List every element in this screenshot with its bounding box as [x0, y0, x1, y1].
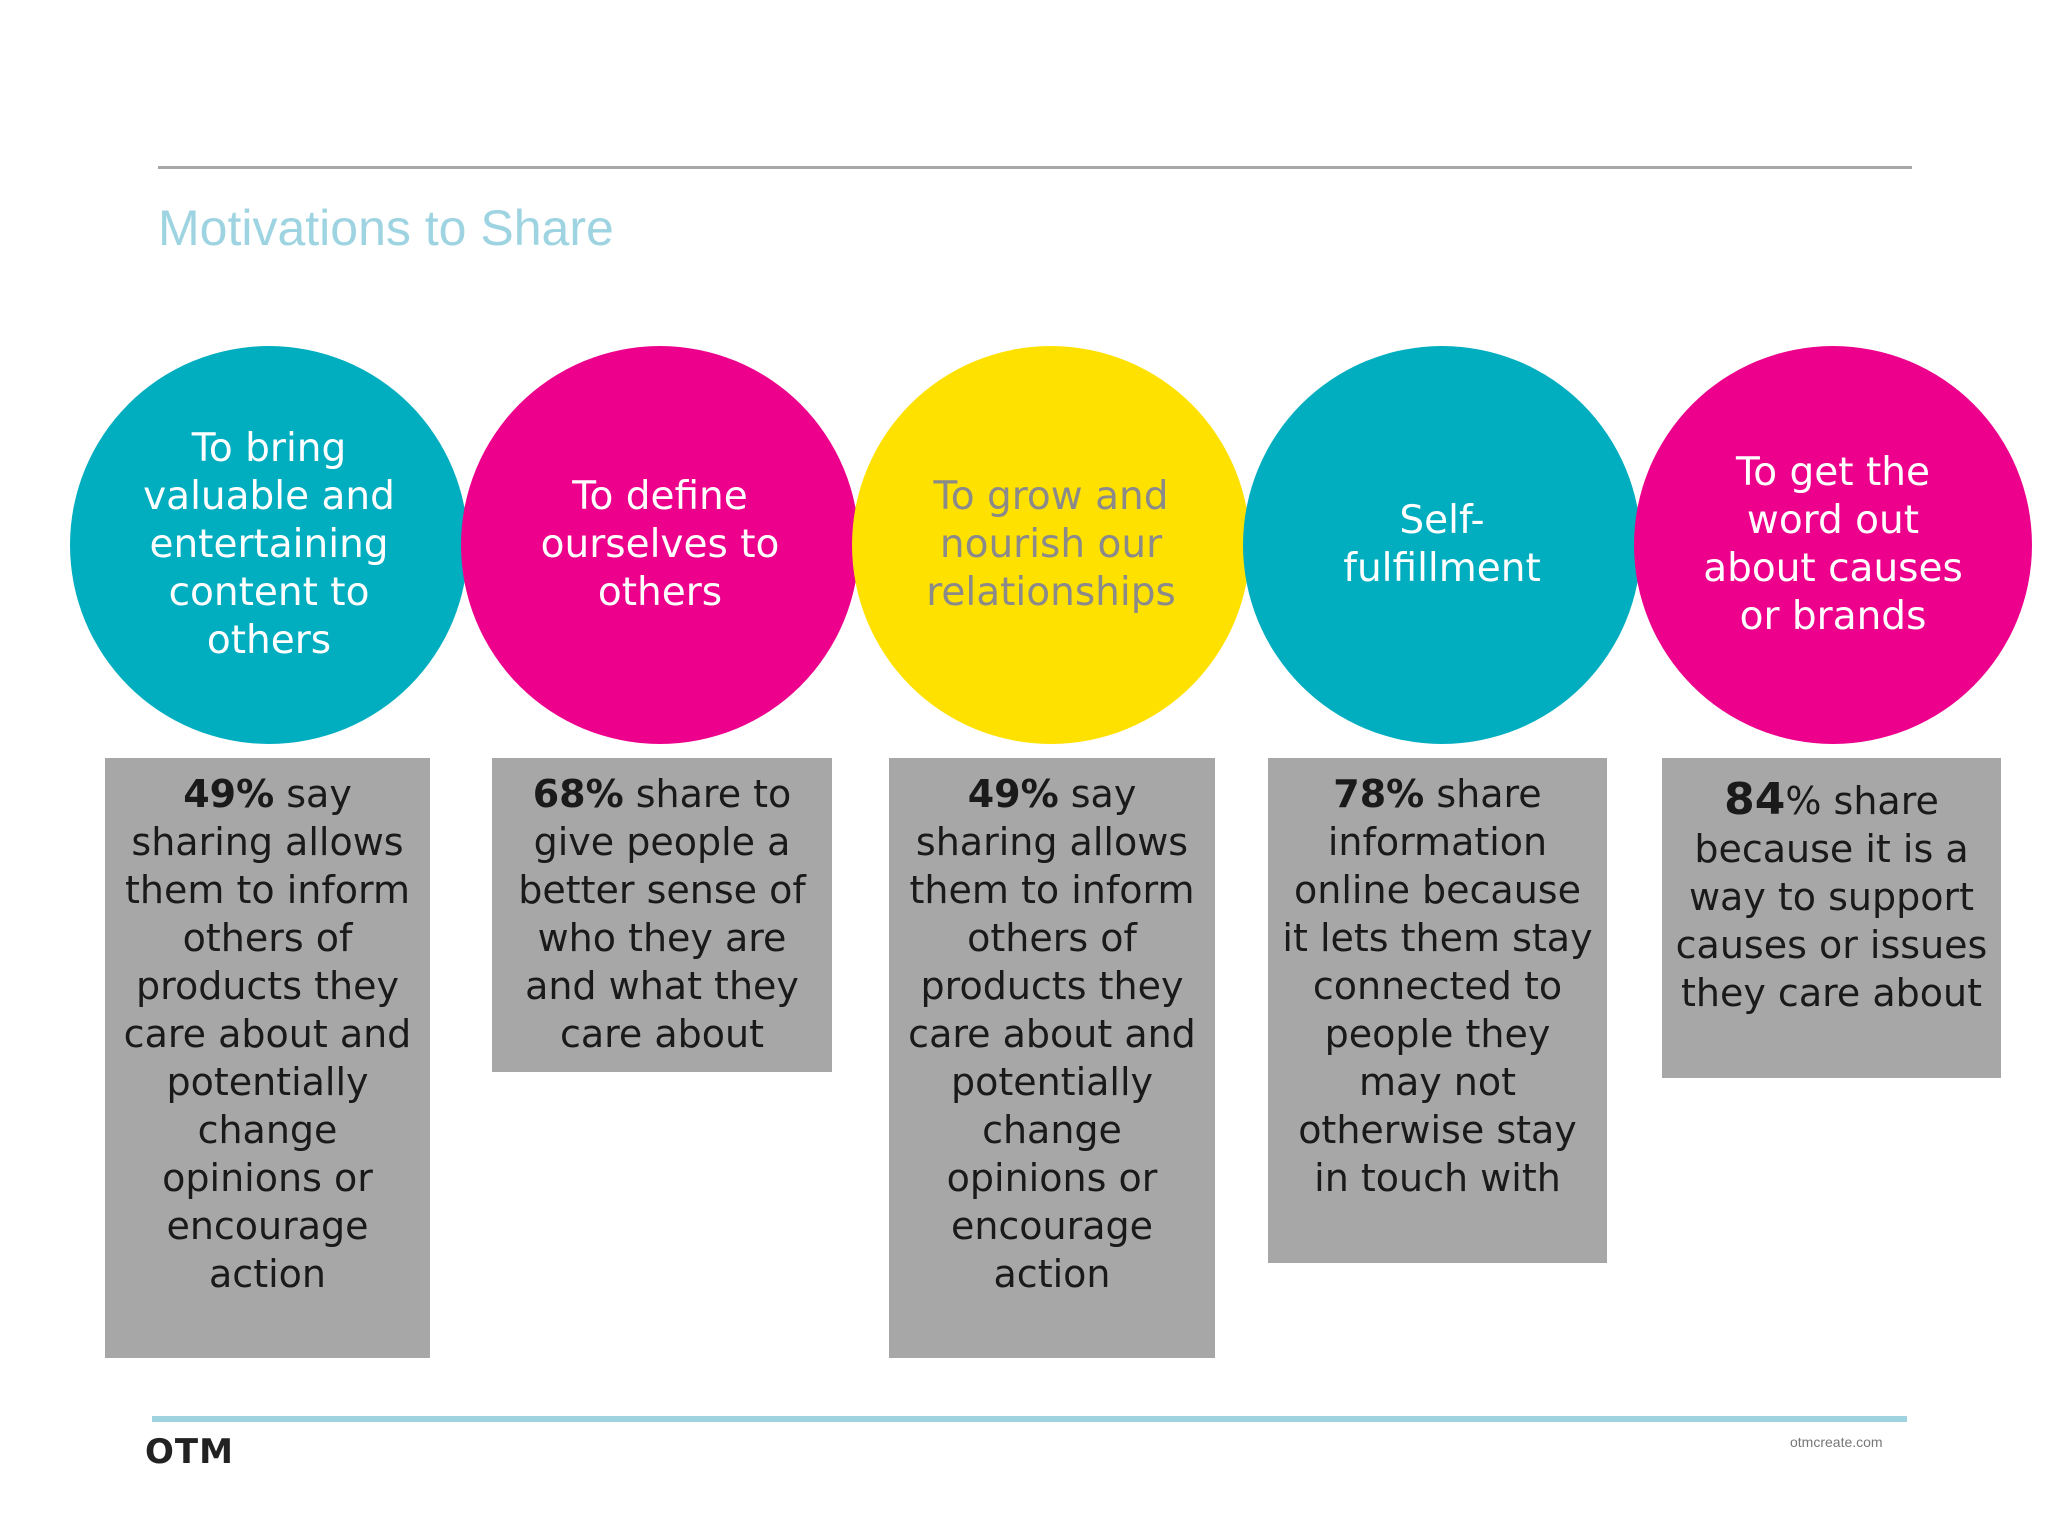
- bottom-divider: [152, 1416, 1907, 1422]
- stat-value: 84: [1724, 774, 1786, 825]
- motivation-label: To bring valuable and entertaining conte…: [143, 426, 395, 663]
- motivation-circle-3: To grow and nourish our relationships: [852, 346, 1250, 744]
- stat-box-5: 84% share because it is a way to support…: [1662, 758, 2001, 1078]
- motivation-label: To get the word out about causes or bran…: [1703, 450, 1963, 639]
- stat-box-2: 68% share to give people a better sense …: [492, 758, 832, 1072]
- stat-text: % share because it is a way to support c…: [1675, 779, 1988, 1015]
- motivation-circle-1: To bring valuable and entertaining conte…: [70, 346, 468, 744]
- stat-box-1: 49% say sharing allows them to inform ot…: [105, 758, 430, 1358]
- top-divider: [158, 166, 1912, 169]
- motivation-circle-5: To get the word out about causes or bran…: [1634, 346, 2032, 744]
- motivation-label: To grow and nourish our relationships: [926, 474, 1176, 615]
- motivation-circle-4: Self-fulfillment: [1243, 346, 1641, 744]
- stat-box-3: 49% say sharing allows them to inform ot…: [889, 758, 1215, 1358]
- stat-text: share information online because it lets…: [1282, 772, 1593, 1200]
- stat-value: 78%: [1333, 772, 1425, 816]
- motivation-label: To define ourselves to others: [540, 474, 780, 615]
- stat-box-4: 78% share information online because it …: [1268, 758, 1607, 1263]
- stat-value: 49%: [967, 772, 1059, 816]
- stat-text: say sharing allows them to inform others…: [908, 772, 1196, 1296]
- stat-value: 68%: [532, 772, 624, 816]
- otm-logo: OTM: [145, 1432, 234, 1472]
- motivation-label: Self-fulfillment: [1343, 498, 1541, 591]
- motivation-circle-2: To define ourselves to others: [461, 346, 859, 744]
- stat-text: share to give people a better sense of w…: [518, 772, 806, 1056]
- footer-url: otmcreate.com: [1790, 1434, 1883, 1450]
- slide-title: Motivations to Share: [158, 200, 614, 256]
- stat-value: 49%: [183, 772, 275, 816]
- stat-text: say sharing allows them to inform others…: [123, 772, 412, 1296]
